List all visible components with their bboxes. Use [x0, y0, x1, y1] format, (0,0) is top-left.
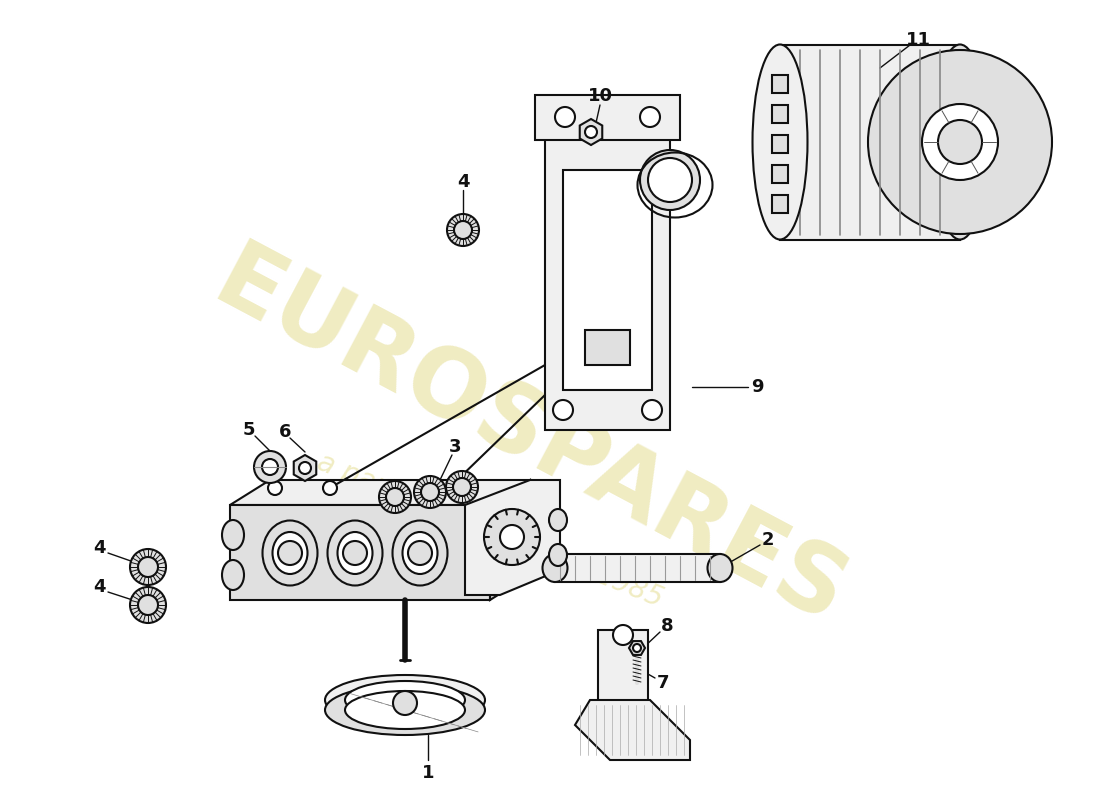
Text: 1: 1 — [421, 764, 434, 782]
Circle shape — [922, 104, 998, 180]
Bar — [780, 45, 960, 240]
Polygon shape — [230, 480, 530, 505]
Circle shape — [414, 476, 446, 508]
Bar — [772, 105, 788, 123]
Circle shape — [262, 459, 278, 475]
Text: a part for parts since 1985: a part for parts since 1985 — [314, 448, 667, 612]
Circle shape — [648, 158, 692, 202]
Text: 11: 11 — [905, 31, 931, 49]
Polygon shape — [230, 505, 490, 600]
Ellipse shape — [345, 691, 465, 729]
Ellipse shape — [324, 685, 485, 735]
Bar — [772, 135, 788, 153]
Circle shape — [386, 488, 404, 506]
Bar — [535, 95, 680, 140]
Ellipse shape — [549, 509, 566, 531]
Circle shape — [343, 541, 367, 565]
Circle shape — [585, 126, 597, 138]
Text: 7: 7 — [657, 674, 669, 692]
Circle shape — [130, 587, 166, 623]
Circle shape — [447, 214, 478, 246]
Circle shape — [868, 50, 1052, 234]
Ellipse shape — [393, 521, 448, 586]
Ellipse shape — [263, 521, 318, 586]
Circle shape — [299, 462, 311, 474]
Ellipse shape — [222, 560, 244, 590]
Circle shape — [553, 400, 573, 420]
Circle shape — [379, 481, 411, 513]
Text: 4: 4 — [456, 173, 470, 191]
Circle shape — [388, 481, 401, 495]
Ellipse shape — [752, 45, 807, 239]
Circle shape — [484, 509, 540, 565]
Ellipse shape — [640, 150, 700, 210]
Circle shape — [642, 400, 662, 420]
Polygon shape — [465, 480, 560, 595]
Text: 2: 2 — [761, 531, 774, 549]
Ellipse shape — [707, 554, 733, 582]
Circle shape — [632, 644, 641, 652]
Bar — [563, 170, 652, 390]
Circle shape — [138, 557, 158, 577]
Circle shape — [138, 595, 158, 615]
Circle shape — [938, 120, 982, 164]
Ellipse shape — [328, 521, 383, 586]
Bar — [544, 130, 670, 430]
Text: 10: 10 — [587, 87, 613, 105]
Text: 6: 6 — [278, 423, 292, 441]
Circle shape — [421, 483, 439, 501]
Circle shape — [393, 691, 417, 715]
Ellipse shape — [324, 675, 485, 725]
Circle shape — [408, 541, 432, 565]
Bar — [556, 554, 720, 582]
Ellipse shape — [542, 554, 568, 582]
Circle shape — [254, 451, 286, 483]
Circle shape — [453, 478, 471, 496]
Polygon shape — [629, 641, 645, 655]
Text: EUROSPARES: EUROSPARES — [199, 235, 861, 645]
Circle shape — [640, 107, 660, 127]
Text: 3: 3 — [449, 438, 461, 456]
Circle shape — [448, 481, 462, 495]
Ellipse shape — [549, 544, 566, 566]
Text: 8: 8 — [661, 617, 673, 635]
Polygon shape — [490, 480, 530, 600]
Text: 5: 5 — [243, 421, 255, 439]
Bar — [772, 165, 788, 183]
Ellipse shape — [403, 532, 438, 574]
Text: 4: 4 — [92, 539, 106, 557]
Polygon shape — [575, 700, 690, 760]
Bar — [598, 630, 648, 710]
Ellipse shape — [273, 532, 308, 574]
Polygon shape — [294, 455, 317, 481]
Circle shape — [278, 541, 303, 565]
Circle shape — [323, 481, 337, 495]
Text: 4: 4 — [92, 578, 106, 596]
Circle shape — [500, 525, 524, 549]
Bar — [772, 75, 788, 93]
Ellipse shape — [933, 45, 988, 239]
Circle shape — [446, 471, 478, 503]
Ellipse shape — [338, 532, 373, 574]
Bar — [772, 195, 788, 213]
Circle shape — [613, 625, 632, 645]
Text: 9: 9 — [750, 378, 763, 396]
Circle shape — [454, 221, 472, 239]
Polygon shape — [580, 119, 603, 145]
Circle shape — [556, 107, 575, 127]
Ellipse shape — [222, 520, 244, 550]
Circle shape — [130, 549, 166, 585]
Ellipse shape — [345, 681, 465, 719]
Circle shape — [268, 481, 282, 495]
Bar — [585, 330, 630, 365]
